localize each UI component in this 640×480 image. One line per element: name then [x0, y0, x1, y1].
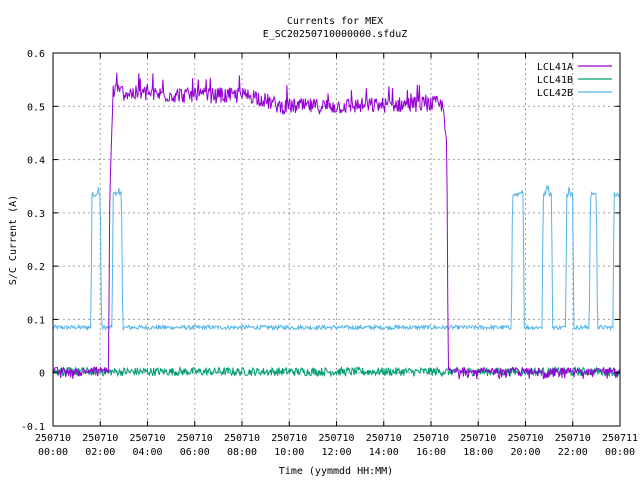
- x-tick-label-date: 250710: [177, 433, 213, 444]
- x-tick-label-time: 14:00: [369, 447, 399, 458]
- x-tick-label-time: 22:00: [558, 447, 588, 458]
- chart-subtitle: E_SC20250710000000.sfduZ: [263, 29, 408, 40]
- y-tick-label: -0.1: [21, 422, 45, 433]
- x-tick-label-date: 250710: [366, 433, 402, 444]
- x-tick-label-time: 06:00: [180, 447, 210, 458]
- x-tick-label-date: 250710: [129, 433, 165, 444]
- legend: LCL41A LCL41B LCL42B: [537, 62, 612, 99]
- legend-label-lcl41b: LCL41B: [537, 75, 573, 86]
- x-tick-label-time: 02:00: [85, 447, 115, 458]
- series-lines: [52, 72, 621, 380]
- x-tick-label-time: 08:00: [227, 447, 257, 458]
- y-tick-label: 0.5: [27, 102, 45, 113]
- x-tick-label-time: 00:00: [605, 447, 635, 458]
- x-tick-label-time: 18:00: [463, 447, 493, 458]
- y-axis-label: S/C Current (A): [8, 195, 19, 285]
- legend-label-lcl41a: LCL41A: [537, 62, 573, 73]
- y-tick-label: 0.4: [27, 156, 45, 167]
- series-line-lcl42b: [52, 184, 621, 332]
- y-tick-label: 0: [39, 369, 45, 380]
- x-axis-ticks: 250710 00:00 250710 02:00 250710 04:00 250710 0…: [35, 53, 638, 458]
- grid-lines: [53, 53, 620, 426]
- chart-title: Currents for MEX: [287, 16, 383, 27]
- x-tick-label-date: 250710: [224, 433, 260, 444]
- x-tick-label-time: 16:00: [416, 447, 446, 458]
- y-tick-label: 0.2: [27, 262, 45, 273]
- x-tick-label-time: 04:00: [132, 447, 162, 458]
- legend-label-lcl42b: LCL42B: [537, 88, 573, 99]
- x-tick-label-date: 250710: [271, 433, 307, 444]
- x-tick-label-date: 250710: [413, 433, 449, 444]
- y-axis-ticks: -0.1 0 0.1 0.2 0.3 0.4 0.5 0.6: [21, 49, 620, 433]
- x-tick-label-time: 12:00: [321, 447, 351, 458]
- y-tick-label: 0.3: [27, 209, 45, 220]
- x-tick-label-date: 250710: [82, 433, 118, 444]
- x-tick-label-date: 250710: [555, 433, 591, 444]
- x-tick-label-time: 00:00: [38, 447, 68, 458]
- x-tick-label-time: 10:00: [274, 447, 304, 458]
- x-axis-label: Time (yymmdd HH:MM): [279, 466, 393, 477]
- x-tick-label-date: 250710: [35, 433, 71, 444]
- x-tick-label-time: 20:00: [510, 447, 540, 458]
- x-tick-label-date: 250710: [460, 433, 496, 444]
- y-tick-label: 0.6: [27, 49, 45, 60]
- y-tick-label: 0.1: [27, 315, 45, 326]
- x-tick-label-date: 250711: [602, 433, 638, 444]
- series-line-lcl41b: [52, 365, 621, 378]
- series-line-lcl41a: [52, 72, 621, 380]
- x-tick-label-date: 250710: [318, 433, 354, 444]
- x-tick-label-date: 250710: [507, 433, 543, 444]
